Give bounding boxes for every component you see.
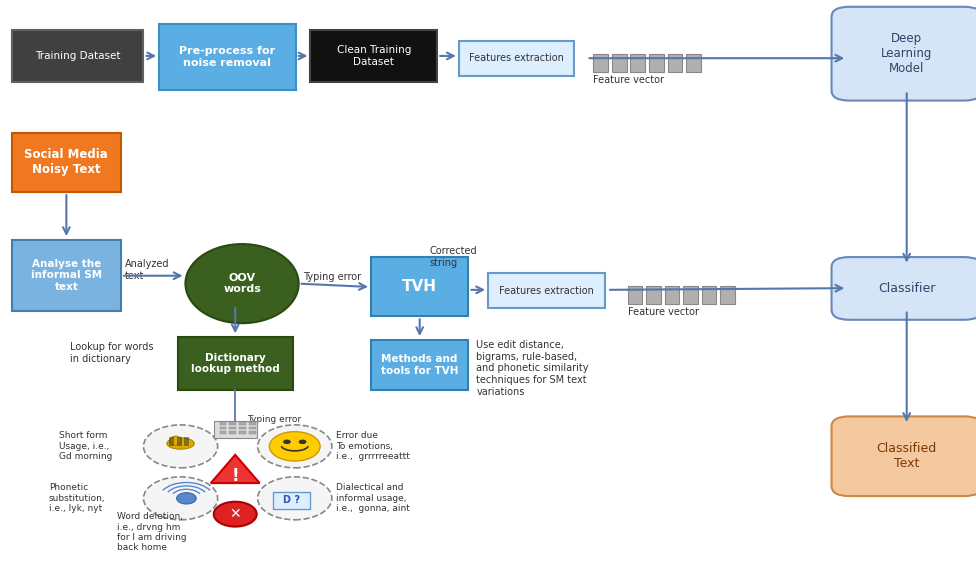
Bar: [229, 427, 236, 429]
Text: Feature vector: Feature vector: [593, 75, 665, 85]
Bar: [239, 431, 246, 434]
Text: Classifier: Classifier: [878, 282, 935, 295]
Bar: [683, 286, 698, 304]
Text: Feature vector: Feature vector: [628, 307, 699, 318]
Text: Dialectical and
informal usage,
i.e.,  gonna, aint: Dialectical and informal usage, i.e., go…: [336, 484, 410, 513]
Text: Methods and
tools for TVH: Methods and tools for TVH: [381, 354, 459, 376]
Circle shape: [143, 425, 218, 468]
Bar: [249, 422, 256, 425]
Text: Typing error: Typing error: [247, 415, 301, 424]
Bar: [229, 422, 236, 425]
FancyBboxPatch shape: [12, 240, 121, 311]
Bar: [630, 54, 645, 72]
Bar: [720, 286, 735, 304]
Text: Deep
Learning
Model: Deep Learning Model: [881, 32, 932, 75]
FancyBboxPatch shape: [310, 30, 437, 82]
Text: Dictionary
lookup method: Dictionary lookup method: [191, 353, 279, 375]
Text: Classified
Text: Classified Text: [876, 442, 937, 470]
Text: Typing error: Typing error: [303, 272, 361, 282]
Text: Social Media
Noisy Text: Social Media Noisy Text: [24, 149, 108, 176]
FancyBboxPatch shape: [214, 421, 257, 438]
Circle shape: [143, 477, 218, 520]
Text: Analyse the
informal SM
text: Analyse the informal SM text: [31, 259, 102, 292]
FancyBboxPatch shape: [832, 257, 976, 320]
FancyBboxPatch shape: [178, 337, 293, 390]
Text: Features extraction: Features extraction: [468, 54, 564, 63]
Text: Word deletion,
i.e., drvng hm
for I am driving
back home: Word deletion, i.e., drvng hm for I am d…: [117, 512, 186, 553]
Ellipse shape: [185, 244, 299, 323]
Ellipse shape: [170, 436, 182, 445]
FancyBboxPatch shape: [459, 41, 574, 76]
Text: Phonetic
substitution,
i.e., lyk, nyt: Phonetic substitution, i.e., lyk, nyt: [49, 484, 105, 513]
Circle shape: [177, 493, 196, 504]
FancyBboxPatch shape: [488, 273, 605, 308]
Text: ✕: ✕: [229, 507, 241, 521]
Polygon shape: [211, 455, 260, 483]
Text: Pre-process for
noise removal: Pre-process for noise removal: [180, 46, 275, 68]
Bar: [220, 422, 226, 425]
Bar: [649, 54, 664, 72]
Bar: [220, 427, 226, 429]
FancyBboxPatch shape: [832, 416, 976, 496]
Bar: [249, 431, 256, 434]
Bar: [239, 427, 246, 429]
Bar: [239, 422, 246, 425]
Text: TVH: TVH: [402, 279, 437, 294]
FancyBboxPatch shape: [371, 257, 468, 316]
Circle shape: [258, 477, 332, 520]
Text: Error due
To emotions,
i.e.,  grrrrreeattt: Error due To emotions, i.e., grrrrreeatt…: [336, 432, 410, 461]
Text: Lookup for words
in dictionary: Lookup for words in dictionary: [70, 342, 154, 364]
Bar: [646, 286, 661, 304]
Bar: [220, 431, 226, 434]
Circle shape: [214, 502, 257, 527]
Bar: [612, 54, 627, 72]
Bar: [686, 54, 701, 72]
Text: D ?: D ?: [283, 495, 301, 505]
Text: Training Dataset: Training Dataset: [35, 51, 120, 61]
FancyBboxPatch shape: [12, 30, 143, 82]
FancyBboxPatch shape: [832, 7, 976, 101]
Bar: [229, 431, 236, 434]
Circle shape: [269, 432, 320, 461]
FancyBboxPatch shape: [159, 24, 296, 90]
Text: Corrected
string: Corrected string: [429, 246, 477, 268]
Circle shape: [258, 425, 332, 468]
Bar: [702, 286, 716, 304]
Bar: [249, 427, 256, 429]
FancyBboxPatch shape: [371, 340, 468, 390]
Bar: [665, 286, 679, 304]
Bar: [628, 286, 642, 304]
Text: Short form
Usage, i.e.,
Gd morning: Short form Usage, i.e., Gd morning: [59, 432, 112, 461]
Text: Use edit distance,
bigrams, rule-based,
and phonetic similarity
techniques for S: Use edit distance, bigrams, rule-based, …: [476, 340, 589, 397]
FancyBboxPatch shape: [273, 492, 310, 508]
Text: Analyzed
text: Analyzed text: [125, 259, 170, 281]
Text: Features extraction: Features extraction: [499, 286, 594, 295]
Circle shape: [283, 440, 291, 444]
Ellipse shape: [167, 438, 194, 449]
Text: OOV
words: OOV words: [224, 273, 261, 294]
Bar: [169, 437, 174, 446]
Text: !: !: [231, 467, 239, 485]
Bar: [668, 54, 682, 72]
Bar: [184, 437, 189, 446]
Text: Clean Training
Dataset: Clean Training Dataset: [337, 45, 411, 67]
FancyBboxPatch shape: [12, 133, 121, 192]
Bar: [593, 54, 608, 72]
Bar: [177, 437, 182, 446]
Circle shape: [299, 440, 306, 444]
